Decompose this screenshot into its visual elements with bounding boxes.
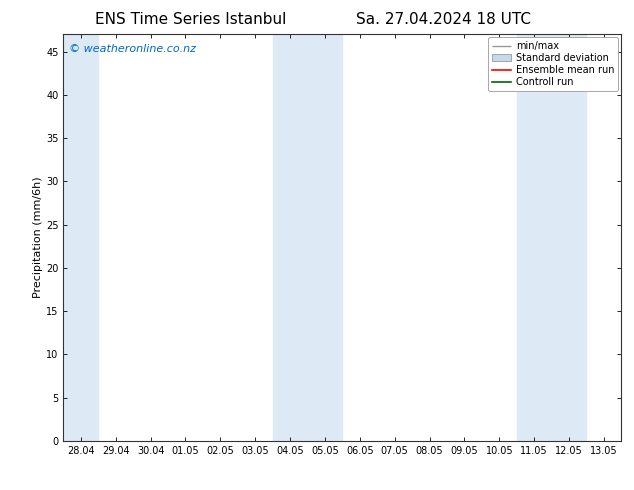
Legend: min/max, Standard deviation, Ensemble mean run, Controll run: min/max, Standard deviation, Ensemble me… xyxy=(488,37,618,91)
Bar xyxy=(63,34,98,441)
Bar xyxy=(273,34,342,441)
Text: ENS Time Series Istanbul: ENS Time Series Istanbul xyxy=(94,12,286,27)
Y-axis label: Precipitation (mm/6h): Precipitation (mm/6h) xyxy=(33,177,43,298)
Text: Sa. 27.04.2024 18 UTC: Sa. 27.04.2024 18 UTC xyxy=(356,12,531,27)
Text: © weatheronline.co.nz: © weatheronline.co.nz xyxy=(69,45,196,54)
Bar xyxy=(517,34,586,441)
